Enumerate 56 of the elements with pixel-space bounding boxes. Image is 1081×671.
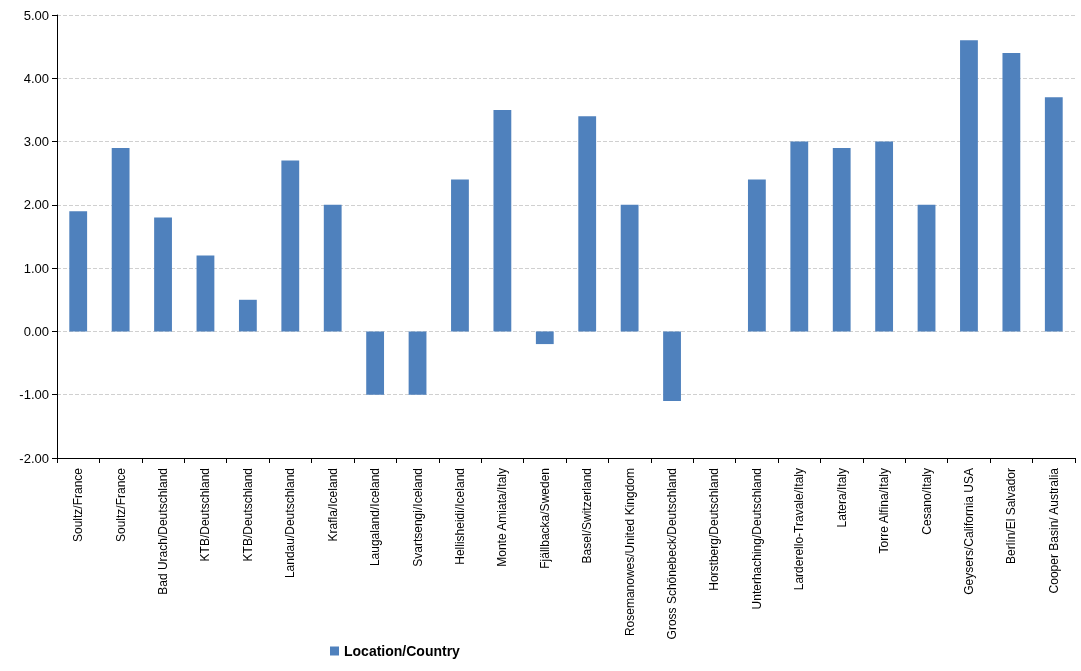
- bar: [747, 179, 766, 332]
- y-tick-label: 3.00: [23, 134, 49, 150]
- x-tick-label: Landau/Deutschland: [283, 468, 298, 579]
- bar: [663, 331, 681, 402]
- x-tick-label: Cooper Basin/ Australia: [1046, 467, 1061, 594]
- bar: [578, 116, 597, 332]
- bar: [875, 141, 894, 332]
- x-tick-label: Unterhaching/Deutschland: [749, 468, 764, 610]
- x-tick-label: Soultz/France: [113, 467, 128, 543]
- x-tick-label: KTB/Deutschland: [198, 468, 213, 562]
- bar: [832, 147, 851, 332]
- x-tick-label: Cesano/Italy: [919, 468, 934, 535]
- bar: [451, 179, 469, 332]
- x-tick-label: Berlín/El Salvador: [1004, 468, 1019, 565]
- x-tick-label: Monte Amiata/Italy: [495, 468, 510, 567]
- x-tick-label: Bad Urach/Deutschland: [156, 468, 171, 595]
- y-tick-label: 4.00: [23, 70, 49, 86]
- bar: [1044, 97, 1063, 332]
- bar: [323, 204, 342, 332]
- y-tick-label: 1.00: [23, 260, 49, 276]
- bar: [535, 331, 554, 345]
- bar: [154, 217, 172, 332]
- y-tick-label: -2.00: [19, 450, 49, 466]
- bar: [69, 211, 88, 332]
- bar: [620, 204, 639, 332]
- y-tick-label: 2.00: [23, 197, 49, 213]
- bar: [960, 40, 978, 332]
- y-tick-label: -1.00: [19, 387, 49, 403]
- bar: [238, 299, 257, 332]
- x-tick-label: Soultz/France: [71, 467, 86, 543]
- x-tick-label: Basel/Switzerland: [580, 468, 595, 564]
- x-tick-label: Geysers/California USA: [961, 468, 976, 595]
- x-tick-label: Larderello-Travale/Italy: [792, 468, 807, 591]
- bar: [111, 147, 130, 332]
- bar: [196, 255, 215, 332]
- x-tick-label: KTB/Deutschland: [240, 468, 255, 562]
- bar: [281, 160, 300, 332]
- x-tick-label: Krafla/Iceland: [325, 468, 340, 542]
- x-tick-label: Laugaland/Iceland: [368, 468, 383, 567]
- x-tick-label: Rosemanowes/United Kingdom: [622, 468, 637, 637]
- y-tick-label: 5.00: [23, 7, 49, 23]
- bar: [1002, 52, 1021, 332]
- bar: [917, 204, 936, 332]
- legend-label: Location/Country: [344, 643, 461, 659]
- x-tick-label: Gross Schönebeck/Deutschland: [665, 468, 680, 640]
- y-tick-label: 0.00: [23, 323, 49, 339]
- x-tick-label: Fjällbacka/Sweden: [537, 468, 552, 569]
- bar: [408, 331, 427, 395]
- x-tick-label: Torre Alfina/Italy: [877, 468, 892, 554]
- bar: [790, 141, 809, 332]
- x-tick-label: Svartsengi/Iceland: [410, 468, 425, 567]
- x-tick-label: Hellisheidi/Iceland: [452, 468, 467, 565]
- x-tick-label: Horstberg/Deutschland: [707, 468, 722, 591]
- bar: [366, 331, 385, 395]
- bar: [493, 109, 512, 332]
- x-tick-label: Latera/Italy: [834, 468, 849, 528]
